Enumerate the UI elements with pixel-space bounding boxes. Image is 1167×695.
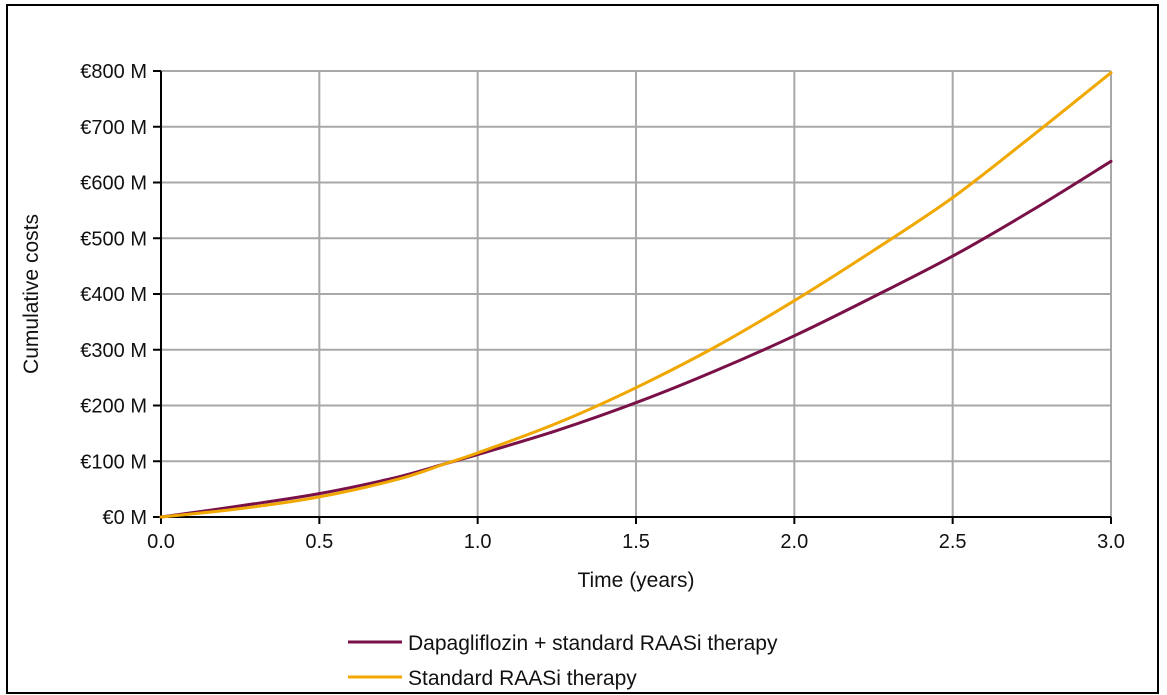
x-tick-label: 0.0: [147, 531, 175, 553]
chart-frame: €0 M €100 M €200 M €300 M €400 M €500 M €600 M…: [6, 4, 1159, 694]
x-tick-label: 2.0: [780, 531, 808, 553]
series-line-1: [159, 159, 1113, 519]
series-line-2: [159, 71, 1113, 519]
y-tick-label: €800 M: [80, 61, 147, 83]
y-tick-label: €200 M: [80, 396, 147, 418]
x-tick-label: 0.5: [305, 531, 333, 553]
line-chart: €0 M €100 M €200 M €300 M €400 M €500 M €600 M…: [20, 61, 1125, 690]
legend-label-1: Dapagliflozin + standard RAASi therapy: [408, 632, 778, 655]
x-axis-title: Time (years): [577, 569, 694, 592]
tick-labels: €0 M €100 M €200 M €300 M €400 M €500 M €600 M…: [80, 61, 1125, 553]
y-tick-label: €100 M: [80, 451, 147, 473]
x-tick-label: 1.0: [464, 531, 492, 553]
y-tick-label: €400 M: [80, 284, 147, 306]
y-tick-label: €700 M: [80, 117, 147, 139]
y-axis-title: Cumulative costs: [20, 214, 43, 374]
y-tick-label: €600 M: [80, 173, 147, 195]
grid-lines: [161, 70, 1112, 517]
x-tick-label: 2.5: [939, 531, 967, 553]
y-tick-label: €500 M: [80, 228, 147, 250]
x-tick-label: 1.5: [622, 531, 650, 553]
y-tick-label: €0 M: [103, 507, 147, 529]
legend: Dapagliflozin + standard RAASi therapy St…: [348, 632, 778, 690]
legend-label-2: Standard RAASi therapy: [408, 667, 637, 690]
series-lines: [159, 71, 1113, 519]
y-tick-label: €300 M: [80, 340, 147, 362]
x-tick-label: 3.0: [1097, 531, 1125, 553]
axes: [153, 70, 1112, 524]
